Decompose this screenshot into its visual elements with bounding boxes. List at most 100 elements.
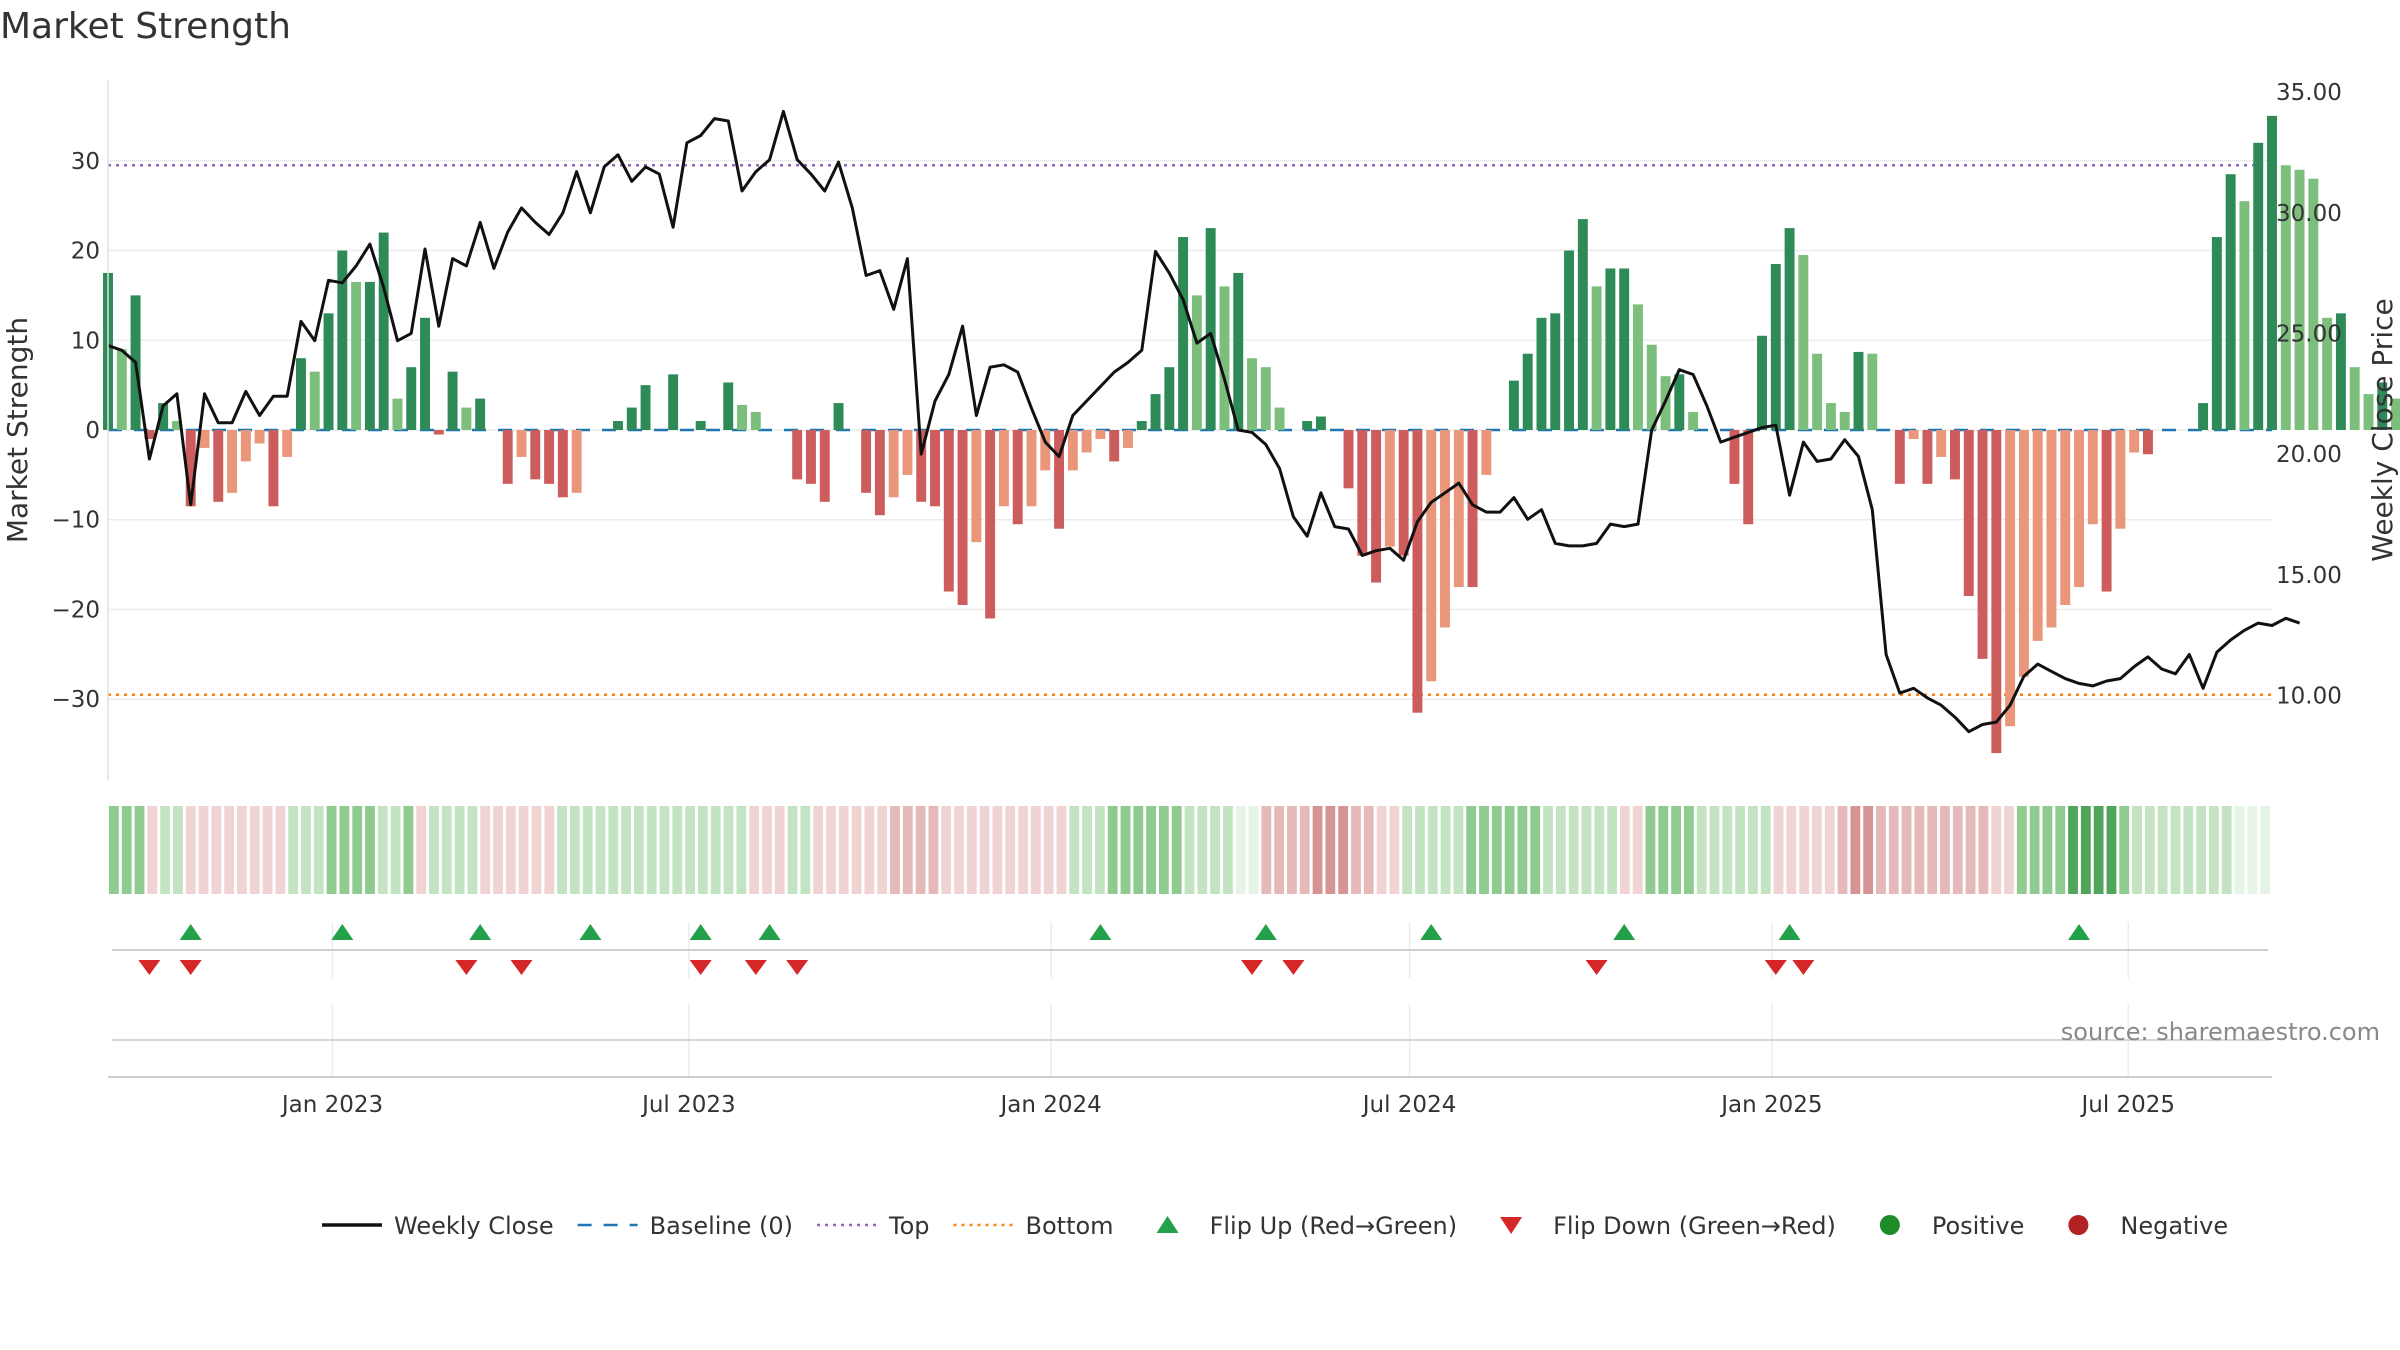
strength-bar — [557, 430, 568, 498]
heat-cell — [1479, 806, 1489, 894]
strength-bar — [144, 430, 155, 439]
strength-bar — [2046, 430, 2057, 628]
heat-cell — [928, 806, 939, 894]
heat-cell — [1632, 806, 1643, 894]
heat-cell — [339, 806, 350, 894]
legend-swatch — [1156, 1216, 1179, 1233]
weekly-close-line — [107, 109, 2301, 734]
legend-item-top: Top — [817, 1212, 930, 1240]
strength-bar — [2005, 430, 2016, 727]
heat-cell — [2068, 806, 2078, 894]
heat-cell — [1466, 806, 1477, 894]
heat-cell — [1325, 806, 1336, 894]
flip-up-marker — [1089, 924, 1112, 940]
heat-cell — [1812, 806, 1822, 894]
legend-item-flip_up: Flip Up (Red→Green) — [1156, 1212, 1457, 1240]
strength-bar — [2391, 398, 2400, 430]
heat-cell — [787, 806, 798, 894]
strength-bar — [943, 430, 954, 592]
heat-cell — [237, 806, 247, 894]
heat-cell — [762, 806, 772, 894]
y-left-tick-label: 30 — [71, 149, 100, 175]
strength-bar — [626, 407, 637, 430]
strength-bar — [1770, 263, 1781, 430]
heat-cell — [1005, 806, 1016, 894]
y-left-tick-label: −30 — [51, 687, 100, 713]
heat-cell — [1658, 806, 1669, 894]
strength-bar — [2211, 237, 2222, 430]
strength-bar — [337, 250, 348, 430]
strength-bar — [1357, 430, 1368, 556]
legend-label: Flip Down (Green→Red) — [1553, 1212, 1836, 1240]
heat-cell — [1453, 806, 1464, 894]
heat-cell — [1824, 806, 1835, 894]
heat-cell — [1837, 806, 1848, 894]
heat-cell — [2042, 806, 2053, 894]
strength-bar — [1508, 380, 1519, 430]
heat-cell — [966, 806, 977, 894]
strength-bar — [1095, 430, 1106, 439]
heat-cell — [1363, 806, 1374, 894]
strength-bar — [171, 421, 182, 430]
strength-bar — [1977, 430, 1988, 659]
heat-cell — [608, 806, 619, 894]
strength-bar — [1274, 407, 1285, 430]
heat-cell — [915, 806, 926, 894]
heat-cell — [2055, 806, 2066, 894]
strength-bar — [323, 313, 334, 430]
x-tick-label: Jan 2023 — [280, 1092, 383, 1118]
strength-bar — [2349, 367, 2360, 430]
strength-bar — [502, 430, 513, 484]
strength-bar — [475, 398, 486, 430]
strength-bar — [1619, 268, 1630, 430]
source-credit: source: sharemaestro.com — [2061, 1018, 2380, 1046]
heat-cell — [1171, 806, 1182, 894]
heat-cell — [2260, 806, 2270, 894]
heat-cell — [1312, 806, 1323, 894]
strength-bar — [240, 430, 251, 462]
legend-label: Weekly Close — [394, 1212, 554, 1240]
y-left-tick-label: 10 — [71, 328, 100, 354]
heat-cell — [2093, 806, 2104, 894]
heat-cell — [1722, 806, 1733, 894]
heat-cell — [493, 806, 503, 894]
heat-cell — [838, 806, 849, 894]
heat-cell — [826, 806, 836, 894]
strength-bar — [2294, 169, 2305, 430]
strength-bar — [1991, 430, 2002, 754]
heat-cell — [147, 806, 158, 894]
heat-cell — [377, 806, 388, 894]
heat-cell — [851, 806, 862, 894]
strength-bar — [282, 430, 293, 457]
strength-bar — [819, 430, 830, 502]
heat-cell — [1248, 806, 1259, 894]
heat-cell — [1235, 806, 1246, 894]
heat-cell — [1107, 806, 1118, 894]
heat-cell — [1082, 806, 1092, 894]
heat-cell — [1261, 806, 1272, 894]
heat-cell — [160, 806, 171, 894]
heat-cell — [1594, 806, 1605, 894]
heat-cell — [198, 806, 209, 894]
strength-bar — [433, 430, 444, 435]
y-axis-left-label: Market Strength — [1, 317, 34, 543]
heat-cell — [211, 806, 222, 894]
flip-up-marker — [1254, 924, 1277, 940]
strength-bar — [1315, 416, 1326, 430]
y-right-tick-label: 15.00 — [2276, 563, 2342, 589]
heat-cell — [2016, 806, 2027, 894]
heat-cell — [2221, 806, 2232, 894]
flip-down-marker — [138, 960, 161, 975]
strength-bar — [957, 430, 968, 605]
heat-cell — [1287, 806, 1297, 894]
heat-cell — [902, 806, 913, 894]
strength-bar — [1908, 430, 1919, 439]
heat-cell — [1223, 806, 1233, 894]
flip-up-marker — [579, 924, 602, 940]
x-tick-label: Jul 2025 — [2079, 1092, 2175, 1118]
strength-bar — [1729, 430, 1740, 484]
heat-cell — [954, 806, 964, 894]
heat-cell — [2170, 806, 2181, 894]
heat-cell — [390, 806, 401, 894]
heat-cell — [582, 806, 593, 894]
